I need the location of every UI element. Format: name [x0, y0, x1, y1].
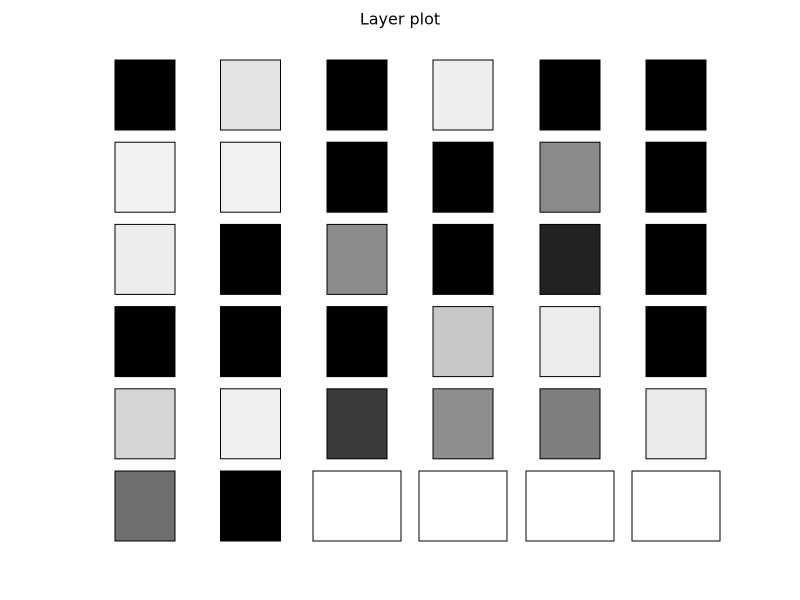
- image-panel: [539, 141, 601, 213]
- image-panel: [539, 59, 601, 131]
- image-panel: [645, 223, 707, 295]
- image-panel: [432, 306, 494, 378]
- image-panel: [539, 388, 601, 460]
- image-panel: [539, 223, 601, 295]
- image-panel: [645, 141, 707, 213]
- image-panel: [114, 470, 176, 542]
- image-panel: [220, 306, 281, 378]
- image-panel: [326, 306, 388, 378]
- image-panel: [114, 388, 176, 460]
- image-panel: [645, 59, 707, 131]
- image-panel: [539, 306, 601, 378]
- image-panel: [326, 59, 388, 131]
- image-panel: [432, 223, 494, 295]
- image-panel: [645, 306, 707, 378]
- image-panel: [220, 223, 281, 295]
- image-panel: [114, 141, 176, 213]
- image-panel: [645, 388, 707, 460]
- image-panel: [220, 388, 281, 460]
- image-panel: [326, 141, 388, 213]
- image-panel: [432, 59, 494, 131]
- image-panel: [220, 59, 281, 131]
- image-panel: [326, 223, 388, 295]
- image-panel: [432, 141, 494, 213]
- figure-title: Layer plot: [360, 10, 440, 29]
- image-panel: [220, 141, 281, 213]
- image-panel: [114, 223, 176, 295]
- image-panel: [326, 388, 388, 460]
- image-panel: [114, 59, 176, 131]
- empty-axes: [525, 470, 615, 542]
- image-panel: [114, 306, 176, 378]
- empty-axes: [312, 470, 402, 542]
- empty-axes: [418, 470, 508, 542]
- image-panel: [220, 470, 281, 542]
- empty-axes: [631, 470, 721, 542]
- image-panel: [432, 388, 494, 460]
